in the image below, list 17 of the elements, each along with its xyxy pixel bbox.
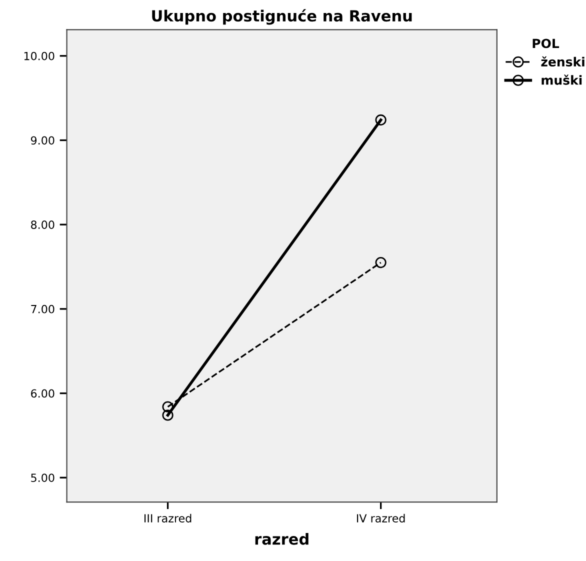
point bbox=[162, 410, 174, 421]
point bbox=[375, 256, 386, 268]
legend-title: POL bbox=[532, 38, 560, 48]
point bbox=[375, 114, 386, 126]
y-tick-label: 9.00 bbox=[30, 136, 54, 145]
legend-label: muški bbox=[542, 74, 582, 85]
y-tick-label: 7.00 bbox=[31, 304, 54, 314]
y-tick-label: 10.00 bbox=[24, 52, 54, 60]
x-tick-label: IV razred bbox=[357, 514, 405, 522]
y-tick-label: 8.00 bbox=[31, 220, 54, 229]
y-tick-label: 5.00 bbox=[31, 474, 54, 482]
point bbox=[162, 401, 174, 412]
chart-title: Ukupno postignuće na Ravenu bbox=[152, 9, 412, 25]
x-axis-title: razred bbox=[255, 532, 308, 545]
x-tick-label: III razred bbox=[144, 514, 192, 522]
y-tick-label: 6.00 bbox=[31, 389, 54, 398]
legend-label: ženski bbox=[541, 56, 584, 67]
